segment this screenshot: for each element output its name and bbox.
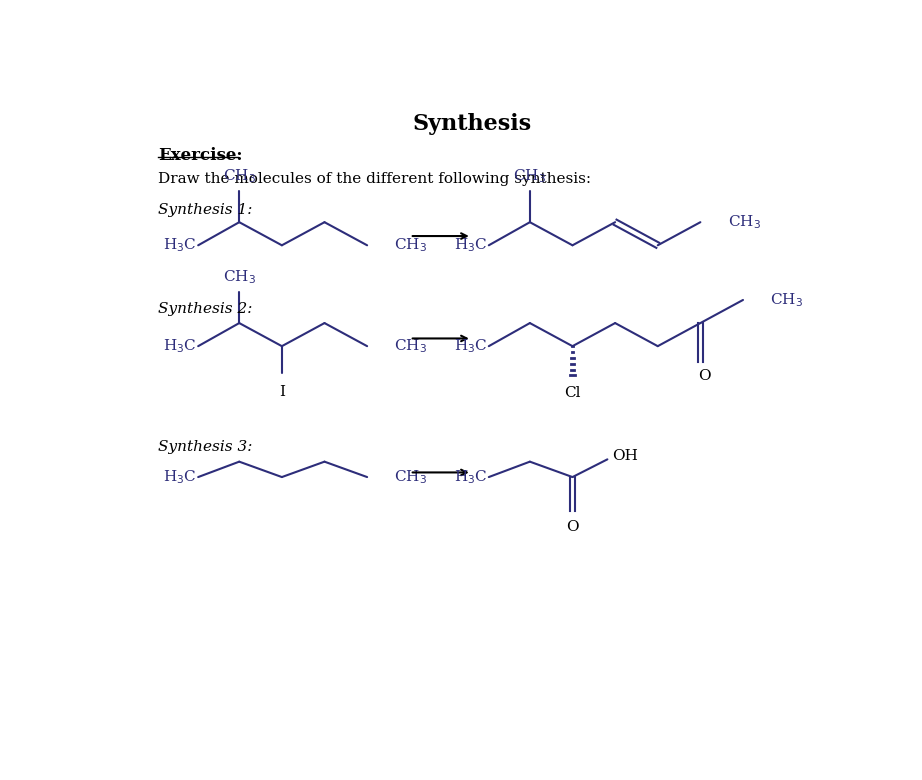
Text: CH$_3$: CH$_3$ <box>395 468 427 486</box>
Text: H$_3$C: H$_3$C <box>454 236 487 254</box>
Text: CH$_3$: CH$_3$ <box>514 167 547 185</box>
Text: Synthesis 3:: Synthesis 3: <box>158 440 253 454</box>
Text: Synthesis: Synthesis <box>413 113 532 135</box>
Text: H$_3$C: H$_3$C <box>163 236 196 254</box>
Text: CH$_3$: CH$_3$ <box>223 167 255 185</box>
Text: Draw the molecules of the different following synthesis:: Draw the molecules of the different foll… <box>158 172 591 186</box>
Text: CH$_3$: CH$_3$ <box>395 236 427 254</box>
Text: H$_3$C: H$_3$C <box>163 468 196 486</box>
Text: CH$_3$: CH$_3$ <box>223 268 255 285</box>
Text: CH$_3$: CH$_3$ <box>727 214 761 231</box>
Text: Exercise:: Exercise: <box>158 147 242 165</box>
Text: H$_3$C: H$_3$C <box>454 468 487 486</box>
Text: H$_3$C: H$_3$C <box>163 337 196 355</box>
Text: OH: OH <box>612 449 638 463</box>
Text: I: I <box>278 385 285 399</box>
Text: CH$_3$: CH$_3$ <box>770 291 803 309</box>
Text: CH$_3$: CH$_3$ <box>395 337 427 355</box>
Text: O: O <box>566 520 579 534</box>
Text: O: O <box>698 369 711 383</box>
Text: Synthesis 1:: Synthesis 1: <box>158 203 253 217</box>
Text: Synthesis 2:: Synthesis 2: <box>158 302 253 315</box>
Text: Cl: Cl <box>564 386 581 400</box>
Text: H$_3$C: H$_3$C <box>454 337 487 355</box>
